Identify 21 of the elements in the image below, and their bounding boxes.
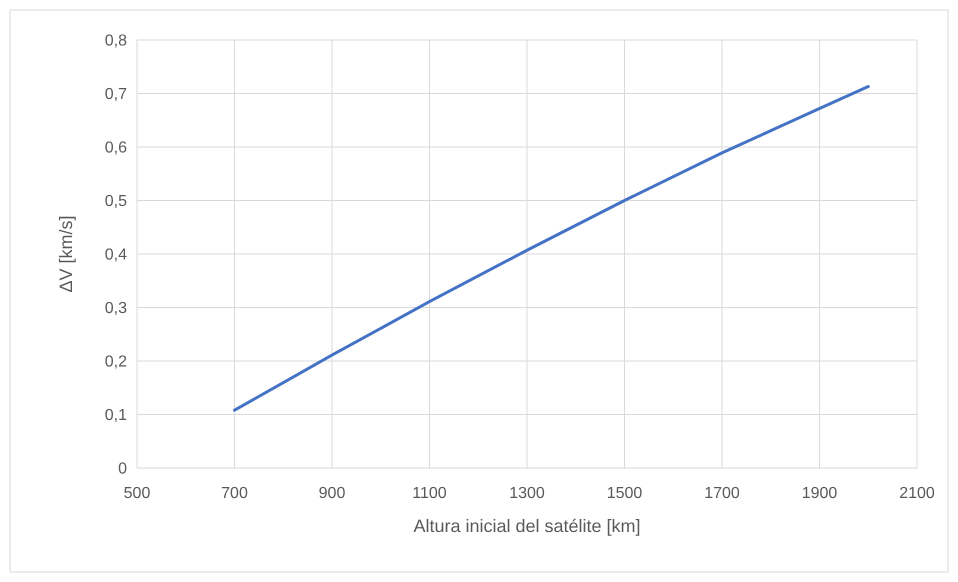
y-tick-label: 0 [118, 460, 128, 478]
y-tick-label: 0,3 [104, 300, 128, 318]
y-tick-label: 0,8 [104, 32, 128, 50]
x-tick-label: 1300 [509, 485, 545, 502]
x-tick-label: 900 [318, 485, 346, 502]
x-tick-label: 700 [221, 485, 248, 502]
x-tick-label: 1100 [412, 485, 447, 502]
y-tick-label: 0,2 [104, 354, 128, 371]
y-tick-label: 0,5 [104, 193, 128, 210]
y-tick-label: 0,7 [104, 86, 128, 104]
x-tick-label: 1500 [606, 485, 642, 502]
y-tick-label: 0,6 [104, 140, 128, 157]
y-tick-label: 0,1 [104, 407, 128, 424]
line-series [233, 85, 870, 412]
x-tick-label: 1900 [802, 485, 838, 502]
y-axis-title: ΔV [km/s] [56, 215, 76, 293]
x-axis-title: Altura inicial del satélite [km] [413, 516, 641, 536]
y-tick-label: 0,4 [104, 246, 128, 264]
x-tick-label: 1700 [704, 485, 740, 502]
x-tick-label: 2100 [899, 485, 935, 502]
x-tick-label: 500 [124, 485, 150, 502]
